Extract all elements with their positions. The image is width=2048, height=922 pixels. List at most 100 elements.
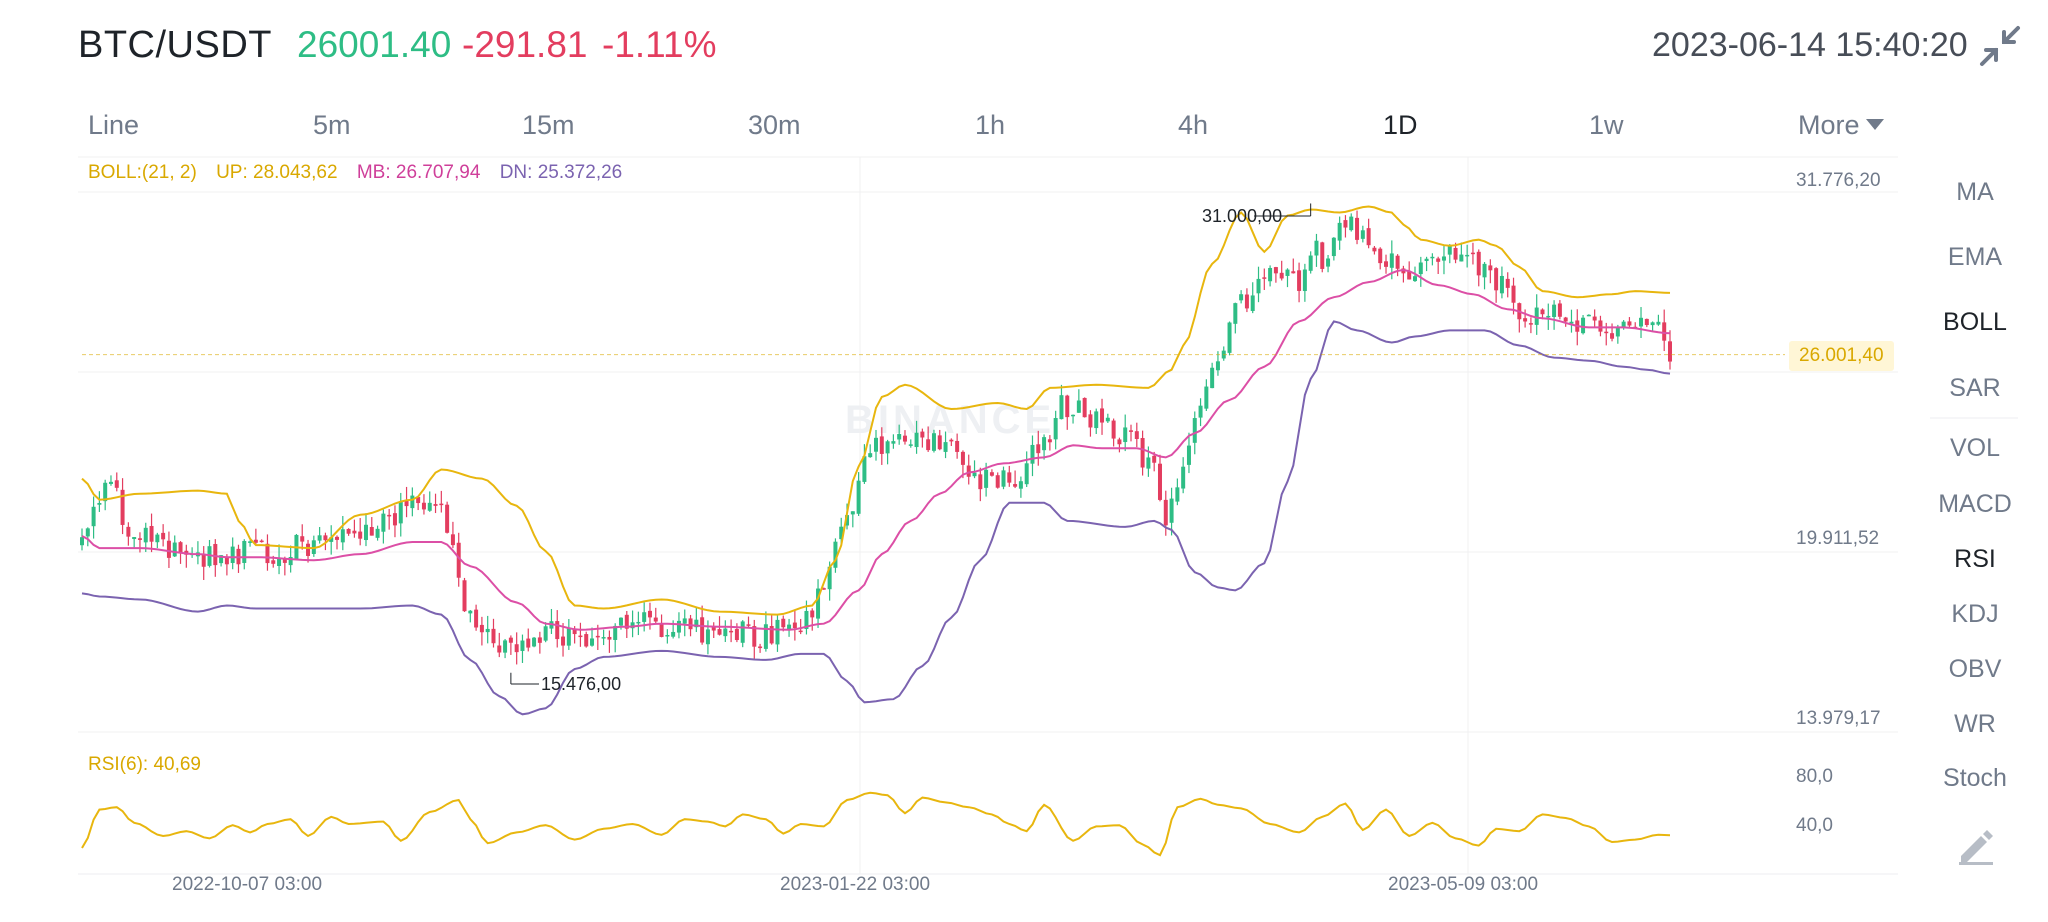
- candle-body: [1152, 455, 1157, 463]
- candle-body: [1146, 457, 1151, 469]
- candle-body: [514, 644, 519, 653]
- candle-body: [358, 531, 363, 539]
- candle-body: [902, 435, 907, 442]
- candle-body: [1163, 499, 1168, 526]
- candle-body: [618, 617, 623, 626]
- tab-1h[interactable]: 1h: [975, 110, 1005, 141]
- tab-line[interactable]: Line: [88, 110, 139, 141]
- tab-label: 30m: [748, 110, 801, 140]
- indicator-wr[interactable]: WR: [1954, 710, 1996, 738]
- indicator-macd[interactable]: MACD: [1938, 490, 2012, 518]
- candle-body: [874, 437, 878, 452]
- high-annotation: 31.000,00: [1202, 206, 1283, 226]
- candle-body: [520, 640, 525, 651]
- tab-15m[interactable]: 15m: [522, 110, 575, 141]
- candle-body: [607, 636, 612, 640]
- candle-body: [503, 640, 508, 653]
- indicator-ma[interactable]: MA: [1956, 178, 1994, 206]
- candle-body: [1494, 268, 1499, 291]
- candle-body: [1331, 237, 1336, 257]
- candle-body: [1360, 230, 1365, 239]
- candle-body: [1018, 481, 1023, 489]
- candle-body: [143, 527, 148, 543]
- chevron-down-icon: [1865, 119, 1884, 130]
- grid-lines: [78, 156, 2018, 875]
- candle-body: [1488, 265, 1493, 271]
- candle-body: [868, 453, 873, 458]
- candle-body: [1441, 256, 1446, 261]
- candle-body: [1639, 317, 1644, 327]
- ticker-header: BTC/USDT 26001.40 -291.81 -1.11% 2023-06…: [0, 0, 2048, 100]
- candle-body: [931, 433, 936, 451]
- candle-body: [613, 625, 618, 640]
- candle-body: [810, 610, 815, 618]
- candle-body: [1244, 294, 1249, 309]
- candle-body: [288, 556, 293, 566]
- candles: [80, 210, 1672, 665]
- pencil-icon[interactable]: [1955, 826, 1995, 866]
- tab-1w[interactable]: 1w: [1589, 110, 1624, 141]
- candle-body: [1134, 431, 1139, 439]
- tab-label: More: [1798, 110, 1860, 140]
- candle-body: [636, 621, 641, 624]
- candle-body: [1239, 294, 1244, 301]
- candle-body: [1088, 414, 1093, 428]
- tab-label: 1D: [1383, 110, 1418, 140]
- price-change-percent: -1.11%: [602, 24, 717, 65]
- candle-body: [1355, 217, 1360, 240]
- candle-body: [120, 489, 125, 525]
- tab-30m[interactable]: 30m: [748, 110, 801, 141]
- candle-body: [1065, 395, 1070, 418]
- indicator-ema[interactable]: EMA: [1947, 243, 2003, 271]
- candle-body: [821, 588, 826, 590]
- candle-body: [1326, 258, 1331, 267]
- datetime: 2023-06-14 15:40:20: [1652, 26, 1968, 64]
- candle-body: [468, 610, 473, 614]
- candle-body: [787, 624, 792, 631]
- candle-body: [879, 436, 884, 454]
- candle-body: [827, 566, 832, 590]
- candle-body: [1482, 263, 1487, 278]
- candle-body: [439, 503, 444, 506]
- candle-body: [532, 637, 537, 647]
- candle-body: [474, 609, 479, 628]
- rsi-series: [81, 791, 1671, 857]
- candle-body: [1436, 258, 1441, 262]
- tab-4h[interactable]: 4h: [1178, 110, 1208, 141]
- candle-body: [1621, 321, 1626, 328]
- tab-5m[interactable]: 5m: [313, 110, 351, 141]
- candle-body: [746, 624, 751, 626]
- indicator-boll[interactable]: BOLL: [1943, 308, 2007, 336]
- candle-body: [352, 530, 357, 534]
- interval-tabs: Line 5m 15m 30m 1h 4h 1D 1w More: [0, 110, 2048, 152]
- x-tick-label: 2023-01-22 03:00: [780, 874, 931, 895]
- candle-body: [978, 474, 983, 490]
- indicator-kdj[interactable]: KDJ: [1951, 600, 1999, 628]
- price-tick-label: 31.776,20: [1796, 170, 1881, 191]
- tab-more[interactable]: More: [1798, 110, 1884, 141]
- indicator-sar[interactable]: SAR: [1949, 374, 2001, 402]
- candle-body: [317, 535, 322, 541]
- candle-body: [1592, 316, 1597, 321]
- indicator-obv[interactable]: OBV: [1948, 655, 2002, 683]
- candle-body: [1337, 222, 1342, 241]
- tab-label: 15m: [522, 110, 575, 140]
- watermark: BINANCE: [845, 398, 1056, 442]
- candle-body: [1447, 245, 1452, 255]
- candle-body: [781, 618, 786, 628]
- indicator-vol[interactable]: VOL: [1949, 434, 2001, 462]
- candle-body: [711, 627, 716, 631]
- candle-body: [178, 542, 183, 553]
- candle-body: [555, 621, 560, 640]
- candle-body: [769, 625, 774, 644]
- candle-body: [682, 618, 687, 624]
- indicator-rsi[interactable]: RSI: [1954, 545, 1996, 573]
- shrink-arrows-icon[interactable]: [1978, 24, 2022, 68]
- candle-body: [1210, 367, 1215, 389]
- pair-title[interactable]: BTC/USDT: [78, 24, 272, 66]
- candle-body: [404, 500, 409, 507]
- tab-1d[interactable]: 1D: [1383, 110, 1418, 141]
- candle-body: [1071, 414, 1076, 417]
- indicator-stoch[interactable]: Stoch: [1943, 764, 2007, 792]
